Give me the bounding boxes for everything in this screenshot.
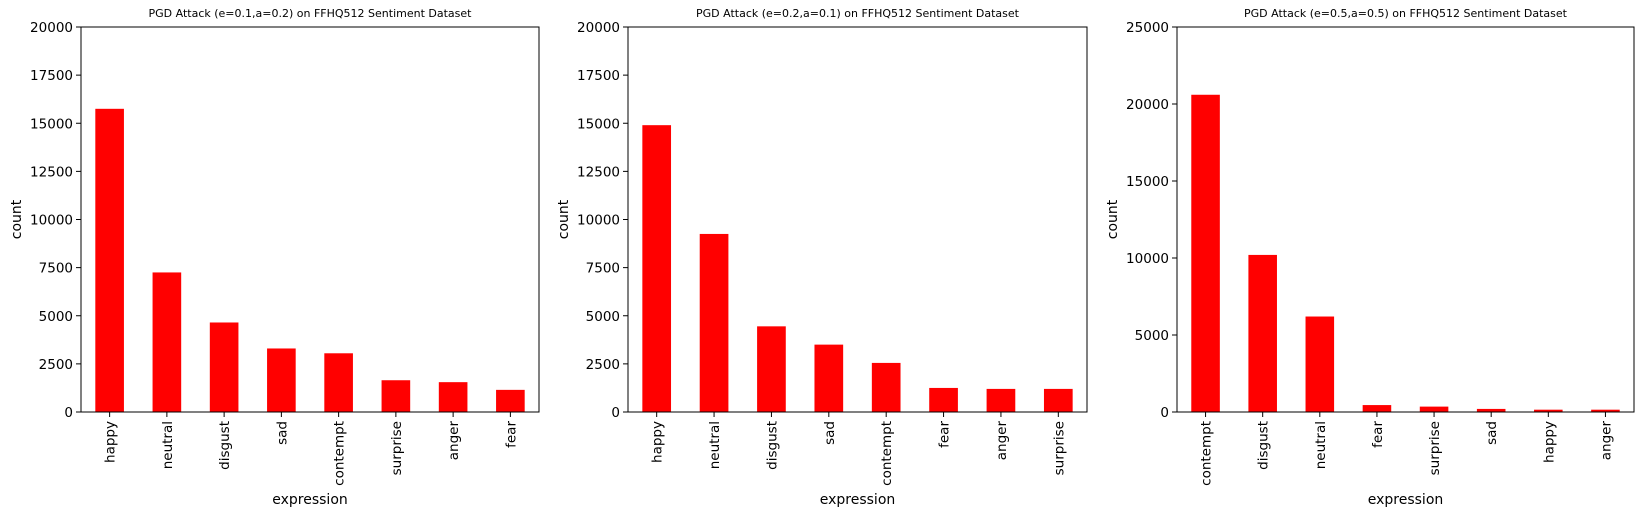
y-tick-label: 0 [1160,405,1169,421]
x-tick-label-sad: sad [1484,421,1500,445]
y-axis-label: count [556,199,572,239]
y-tick-label: 10000 [1126,251,1169,267]
y-tick-label: 10000 [577,213,620,229]
x-tick-label-contempt: contempt [1199,421,1215,486]
chart-title: PGD Attack (e=0.2,a=0.1) on FFHQ512 Sent… [696,7,1020,20]
bar-contempt [324,353,353,412]
bar-happy [642,125,672,413]
x-tick-label-surprise: surprise [1427,421,1443,475]
x-tick-label-anger: anger [446,421,462,461]
y-tick-label: 0 [64,405,73,421]
bar-contempt [1191,94,1220,412]
y-tick-label: 5000 [586,309,620,325]
x-tick-label-fear: fear [937,421,953,448]
bar-anger [986,388,1016,412]
y-axis-label: count [1105,199,1121,239]
x-axis-label: expression [820,492,896,508]
y-tick-label: 25000 [1126,20,1169,36]
x-tick-label-sad: sad [274,421,290,445]
bar-anger [1591,409,1620,412]
bar-happy [95,108,124,412]
y-tick-label: 5000 [1135,328,1169,344]
x-tick-label-anger: anger [994,421,1010,461]
x-tick-label-disgust: disgust [217,421,233,470]
x-tick-label-anger: anger [1598,421,1614,461]
y-tick-label: 15000 [30,116,73,132]
chart-title: PGD Attack (e=0.1,a=0.2) on FFHQ512 Sent… [149,7,473,20]
bar-neutral [1305,316,1335,412]
x-tick-label-neutral: neutral [160,421,176,469]
x-tick-label-fear: fear [503,421,519,448]
x-tick-label-contempt: contempt [879,421,895,486]
plot-frame [1176,26,1635,413]
y-tick-label: 17500 [30,68,73,84]
x-tick-label-happy: happy [1541,421,1557,463]
y-tick-label: 0 [611,405,620,421]
x-tick-label-happy: happy [650,421,666,463]
bar-disgust [209,322,239,412]
bar-sad [267,348,296,412]
x-tick-label-disgust: disgust [1256,421,1272,470]
bar-surprise [1043,388,1073,412]
bar-surprise [381,380,411,412]
bar-happy [1534,409,1563,412]
y-tick-label: 15000 [577,116,620,132]
x-tick-label-neutral: neutral [1313,421,1329,469]
chart-panel-3: PGD Attack (e=0.5,a=0.5) on FFHQ512 Sent… [1105,7,1635,508]
x-axis-label: expression [1368,492,1444,508]
x-tick-label-contempt: contempt [332,421,348,486]
x-tick-label-fear: fear [1370,421,1386,448]
y-tick-label: 2500 [39,357,73,373]
y-tick-label: 7500 [586,261,620,277]
chart-panel-2: PGD Attack (e=0.2,a=0.1) on FFHQ512 Sent… [556,7,1088,508]
bar-surprise [1419,406,1449,412]
bar-sad [1476,408,1506,412]
chart-panel-1: PGD Attack (e=0.1,a=0.2) on FFHQ512 Sent… [9,7,540,508]
plot-frame [80,26,540,413]
x-tick-label-neutral: neutral [707,421,723,469]
bar-disgust [1248,254,1277,412]
bar-neutral [152,272,182,412]
chart-title: PGD Attack (e=0.5,a=0.5) on FFHQ512 Sent… [1244,7,1568,20]
plot-frame [627,26,1088,413]
x-tick-label-surprise: surprise [1051,421,1067,475]
x-axis-label: expression [272,492,348,508]
bar-fear [929,387,958,412]
y-tick-label: 2500 [586,357,620,373]
bar-sad [814,344,844,412]
bar-neutral [699,233,729,412]
y-tick-label: 20000 [577,20,620,36]
y-tick-label: 17500 [577,68,620,84]
x-tick-label-happy: happy [103,421,119,463]
y-tick-label: 10000 [30,213,73,229]
x-tick-label-surprise: surprise [389,421,405,475]
bar-disgust [757,326,786,412]
x-tick-label-sad: sad [822,421,838,445]
x-tick-label-disgust: disgust [764,421,780,470]
y-tick-label: 15000 [1126,174,1169,190]
bar-fear [496,389,525,412]
y-tick-label: 20000 [1126,97,1169,113]
y-tick-label: 7500 [39,261,73,277]
y-tick-label: 12500 [30,164,73,180]
bar-contempt [871,362,901,412]
y-tick-label: 20000 [30,20,73,36]
y-tick-label: 12500 [577,164,620,180]
bar-anger [438,382,468,412]
bar-fear [1362,405,1392,412]
y-tick-label: 5000 [39,309,73,325]
y-axis-label: count [9,199,25,239]
